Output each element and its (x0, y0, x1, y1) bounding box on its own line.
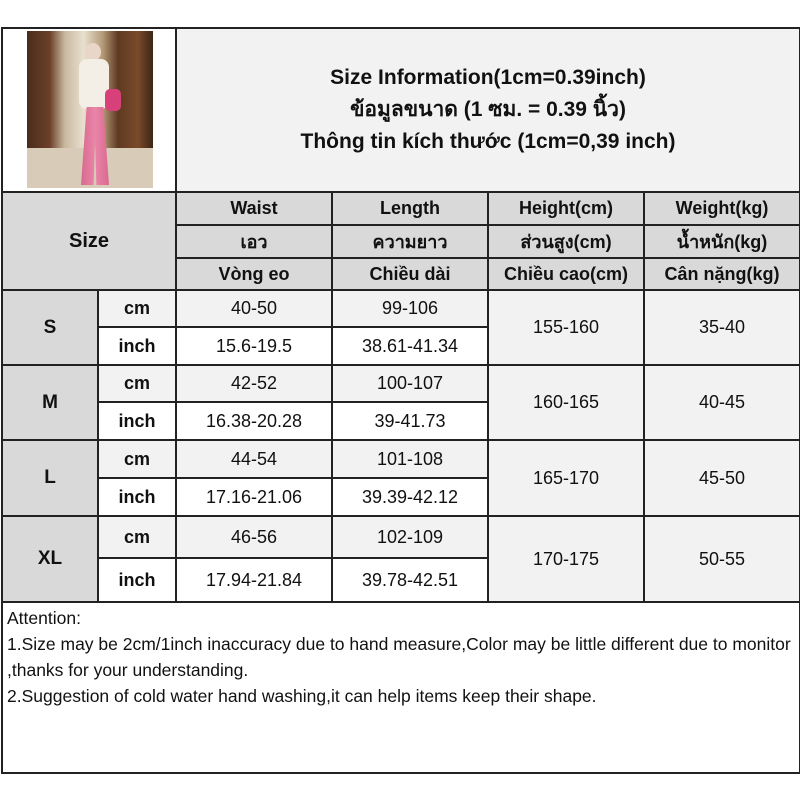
length-inch: 38.61-41.34 (331, 326, 489, 366)
title-vietnamese: Thông tin kích thước (1cm=0,39 inch) (300, 130, 676, 153)
length-header-en: Length (331, 191, 489, 226)
weight-header-en: Weight(kg) (642, 191, 800, 226)
note-2: 2.Suggestion of cold water hand washing,… (7, 686, 597, 706)
waist-inch: 15.6-19.5 (175, 326, 333, 366)
unit-inch: inch (97, 326, 177, 366)
table-row: inch 17.94-21.84 39.78-42.51 (2, 557, 800, 603)
height-header-vi: Chiều cao(cm) (487, 257, 645, 291)
table-row: XL cm 46-56 102-109 170-175 50-55 (1, 515, 800, 603)
chart-title: Size Information(1cm=0.39inch) ข้อมูลขนา… (174, 27, 800, 193)
waist-inch: 17.16-21.06 (175, 477, 333, 517)
weight-value: 50-55 (642, 515, 800, 603)
product-photo (1, 27, 177, 193)
length-inch: 39-41.73 (331, 401, 489, 441)
waist-cm: 44-54 (175, 439, 333, 479)
weight-value: 35-40 (642, 289, 800, 366)
height-value: 155-160 (487, 289, 645, 366)
waist-inch: 16.38-20.28 (175, 401, 333, 441)
length-header-vi: Chiều dài (331, 257, 489, 291)
unit-cm: cm (97, 289, 177, 328)
title-english: Size Information(1cm=0.39inch) (330, 66, 646, 89)
weight-header-vi: Cân nặng(kg) (642, 257, 800, 291)
length-header-th: ความยาว (331, 224, 489, 259)
size-header: Size (1, 191, 177, 291)
weight-value: 45-50 (642, 439, 800, 517)
title-thai: ข้อมูลขนาด (1 ซม. = 0.39 นิ้ว) (350, 98, 626, 121)
size-label: S (1, 289, 99, 366)
size-chart-table: Size Information(1cm=0.39inch) ข้อมูลขนา… (0, 27, 800, 774)
size-label: M (1, 364, 99, 441)
note-1: 1.Size may be 2cm/1inch inaccuracy due t… (7, 634, 791, 680)
unit-cm: cm (97, 364, 177, 403)
length-cm: 102-109 (331, 515, 489, 559)
unit-inch: inch (97, 557, 177, 603)
size-label: L (1, 439, 99, 517)
weight-value: 40-45 (642, 364, 800, 441)
table-row: inch 17.16-21.06 39.39-42.12 (2, 477, 800, 517)
height-header-th: ส่วนสูง(cm) (487, 224, 645, 259)
unit-cm: cm (97, 515, 177, 559)
length-inch: 39.39-42.12 (331, 477, 489, 517)
unit-cm: cm (97, 439, 177, 479)
size-label: XL (1, 515, 99, 603)
attention-notes: Attention: 1.Size may be 2cm/1inch inacc… (0, 601, 800, 774)
unit-inch: inch (97, 401, 177, 441)
length-cm: 101-108 (331, 439, 489, 479)
waist-header-th: เอว (175, 224, 333, 259)
height-header-en: Height(cm) (487, 191, 645, 226)
unit-inch: inch (97, 477, 177, 517)
model-image (27, 31, 153, 188)
waist-cm: 42-52 (175, 364, 333, 403)
height-value: 160-165 (487, 364, 645, 441)
weight-header-th: น้ำหนัก(kg) (642, 224, 800, 259)
waist-header-en: Waist (175, 191, 333, 226)
waist-header-vi: Vòng eo (175, 257, 333, 291)
length-cm: 100-107 (331, 364, 489, 403)
height-value: 165-170 (487, 439, 645, 517)
waist-inch: 17.94-21.84 (175, 557, 333, 603)
length-cm: 99-106 (331, 289, 489, 328)
waist-cm: 40-50 (175, 289, 333, 328)
table-row: inch 16.38-20.28 39-41.73 (2, 401, 800, 441)
waist-cm: 46-56 (175, 515, 333, 559)
notes-heading: Attention: (7, 608, 81, 628)
length-inch: 39.78-42.51 (331, 557, 489, 603)
table-row: inch 15.6-19.5 38.61-41.34 (2, 326, 800, 366)
height-value: 170-175 (487, 515, 645, 603)
